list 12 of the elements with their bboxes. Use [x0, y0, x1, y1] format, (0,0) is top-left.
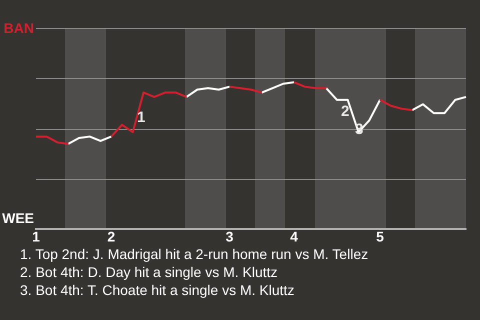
x-tick-label: 1 [32, 228, 40, 244]
text: 2. Bot 4th: D. Day hit a single vs M. Kluttz [20, 263, 279, 281]
x-tick-label: 2 [107, 228, 116, 244]
x-tick-label: 5 [376, 228, 384, 244]
text: WEE [1, 210, 34, 226]
x-tick-label: 4 [290, 228, 298, 244]
annotation: 2 [341, 103, 350, 120]
text: 3. Bot 4th: T. Choate hit a single vs M. Kluttz [20, 281, 296, 299]
text: 1. Top 2nd: J. Madrigal hit a 2-run home run vs M. Tellez [20, 245, 370, 263]
text: BAN [2, 20, 34, 36]
x-tick-label: 3 [226, 228, 234, 244]
annotation: 1 [137, 109, 146, 126]
